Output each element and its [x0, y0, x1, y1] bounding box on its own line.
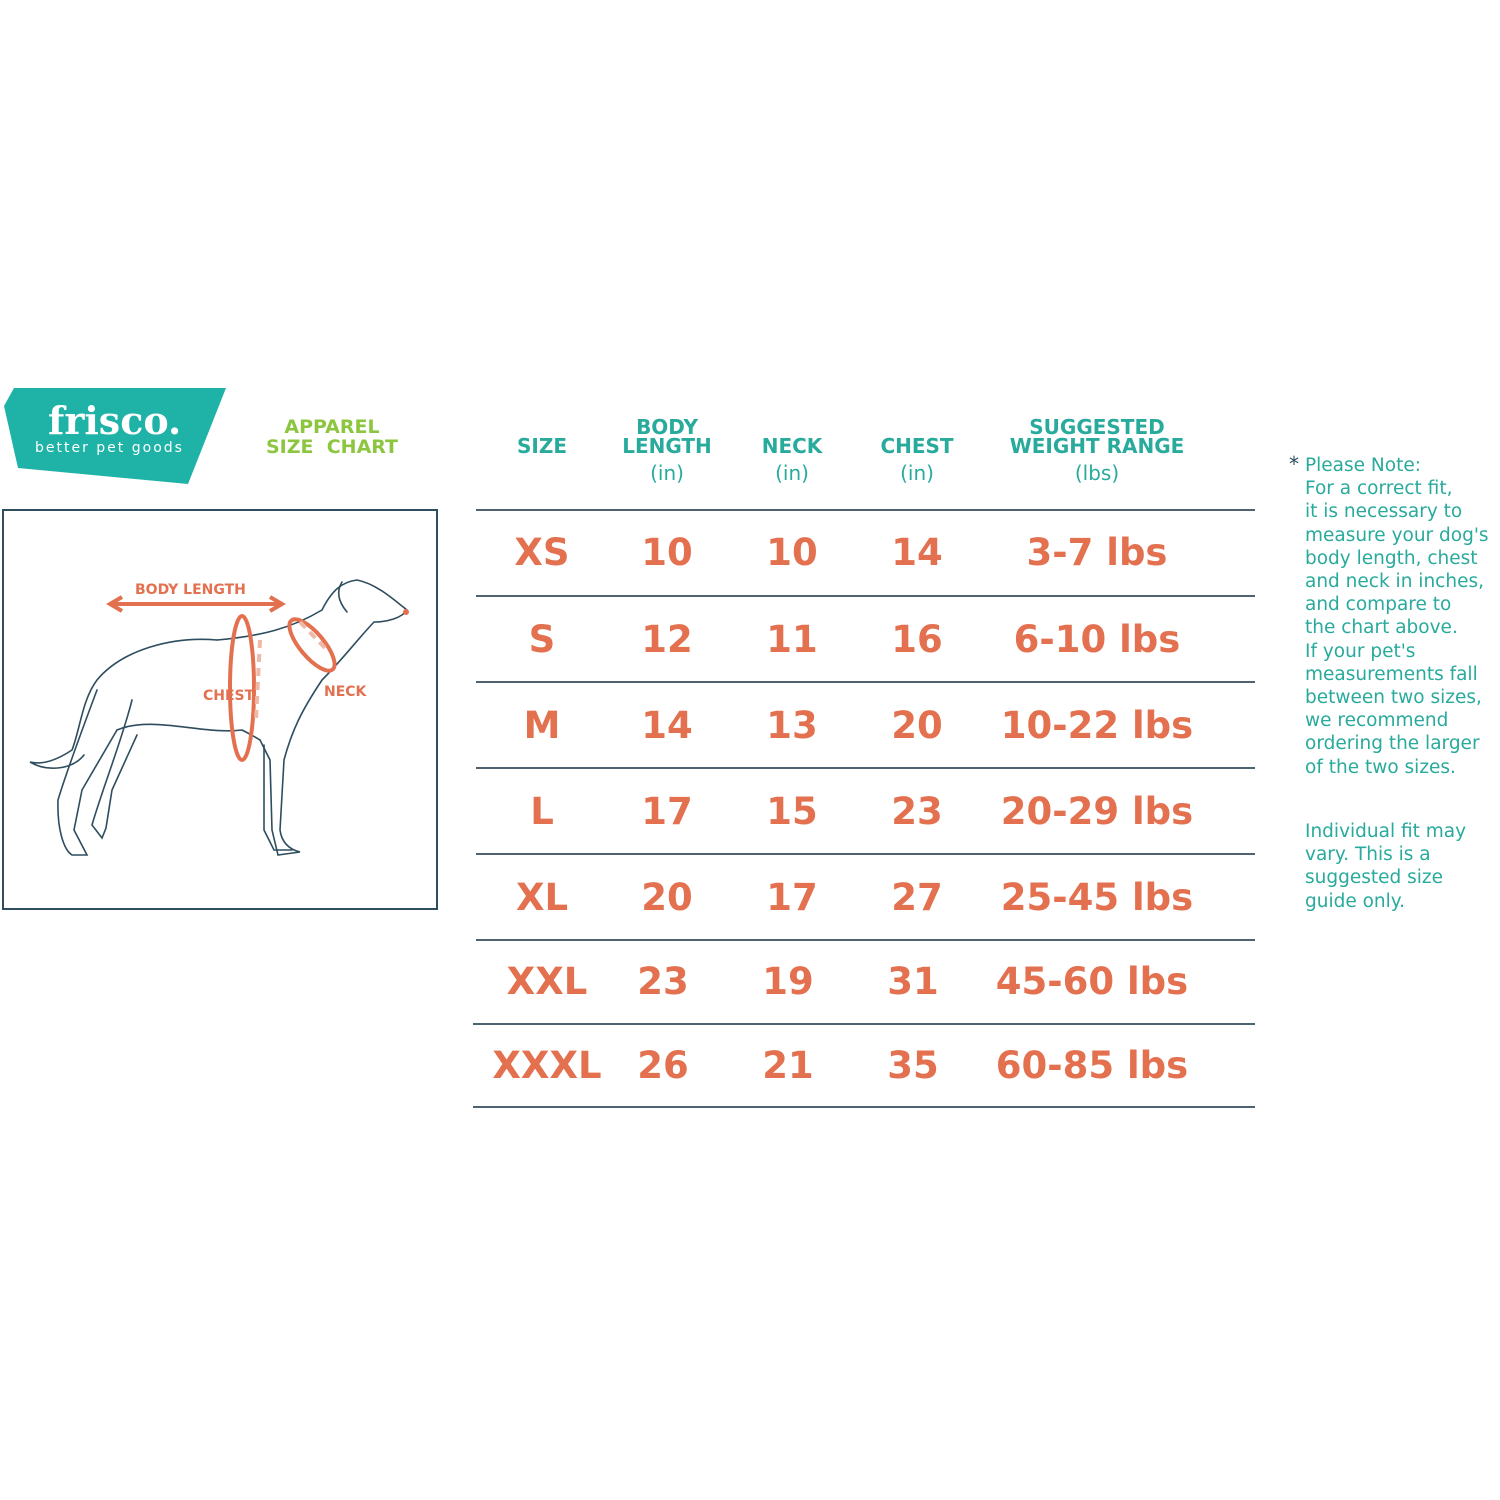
- column-header-line1: BODY: [636, 415, 698, 439]
- table-cell: 10-22 lbs: [1000, 704, 1194, 747]
- column-header-unit: (in): [650, 461, 684, 485]
- row-divider: [476, 509, 1255, 511]
- column-header-line2: WEIGHT RANGE: [1009, 434, 1185, 458]
- table-cell: 19: [762, 960, 814, 1003]
- table-cell: XXXL: [492, 1044, 602, 1087]
- column-header-unit: (in): [900, 461, 934, 485]
- table-cell: M: [523, 704, 561, 747]
- brand-name: frisco.: [48, 398, 182, 443]
- dog-illustration: BODY LENGTH CHEST NECK: [29, 579, 409, 856]
- table-cell: 16: [891, 618, 943, 661]
- row-divider: [476, 767, 1255, 769]
- note-line: guide only.: [1305, 890, 1405, 912]
- note-line: suggested size: [1305, 867, 1444, 889]
- chart-title: APPAREL SIZE CHART: [262, 417, 402, 457]
- table-cell: 17: [641, 790, 693, 833]
- asterisk: *: [1289, 452, 1299, 476]
- table-cell: 11: [766, 618, 818, 661]
- table-cell: XL: [515, 876, 569, 919]
- table-cell: 14: [891, 531, 943, 574]
- table-cell: 3-7 lbs: [1026, 531, 1168, 574]
- table-cell: 13: [766, 704, 818, 747]
- column-header-unit: (in): [775, 461, 809, 485]
- table-cell: 27: [891, 876, 943, 919]
- note-line: body length, chest: [1305, 547, 1478, 569]
- table-cell: 25-45 lbs: [1000, 876, 1194, 919]
- note-line: it is necessary to: [1305, 501, 1463, 523]
- label-body-length: BODY LENGTH: [135, 582, 246, 598]
- note-line: Individual fit may: [1305, 821, 1467, 842]
- table-cell: 23: [637, 960, 689, 1003]
- table-cell: 15: [766, 790, 818, 833]
- title-line-2: SIZE CHART: [265, 436, 399, 458]
- column-header-line2: NECK: [761, 434, 823, 458]
- fit-disclaimer: Individual fit may vary. This is a suggest…: [1305, 820, 1500, 913]
- row-divider: [476, 681, 1255, 683]
- row-divider: [476, 595, 1255, 597]
- note-line: Please Note:: [1305, 455, 1421, 476]
- table-cell: 12: [641, 618, 693, 661]
- table-cell: 17: [766, 876, 818, 919]
- note-line: between two sizes,: [1305, 687, 1482, 709]
- table-cell: 20-29 lbs: [1000, 790, 1194, 833]
- table-cell: 35: [887, 1044, 939, 1087]
- fit-note: Please Note: For a correct fit, it is nece…: [1305, 454, 1500, 779]
- label-chest: CHEST: [203, 688, 255, 704]
- row-divider: [473, 1023, 1255, 1025]
- dog-diagram: BODY LENGTH CHEST NECK: [2, 509, 438, 910]
- title-line-1: APPAREL: [284, 416, 380, 438]
- note-line: and neck in inches,: [1305, 571, 1484, 593]
- table-cell: 6-10 lbs: [1013, 618, 1181, 661]
- column-header-line2: SIZE: [516, 434, 567, 458]
- table-cell: 10: [766, 531, 818, 574]
- logo-badge: [4, 388, 226, 484]
- note-line: of the two sizes.: [1305, 756, 1456, 778]
- table-cell: 14: [641, 704, 693, 747]
- note-line: measure your dog's: [1305, 524, 1489, 546]
- table-cell: 20: [891, 704, 943, 747]
- column-header-unit: (lbs): [1074, 461, 1120, 485]
- table-cell: L: [530, 790, 554, 833]
- table-cell: 45-60 lbs: [995, 960, 1189, 1003]
- table-cell: 26: [637, 1044, 689, 1087]
- note-line: If your pet's: [1305, 640, 1416, 662]
- note-line: we recommend: [1305, 710, 1449, 732]
- table-cell: 20: [641, 876, 693, 919]
- table-cell: XXL: [506, 960, 588, 1003]
- table-cell: 31: [887, 960, 939, 1003]
- table-cell: S: [528, 618, 556, 661]
- brand-tagline: better pet goods: [35, 440, 184, 456]
- column-header-line2: LENGTH: [622, 434, 712, 458]
- row-divider: [476, 939, 1255, 941]
- note-line: and compare to: [1305, 594, 1452, 616]
- note-line: the chart above.: [1305, 617, 1458, 639]
- table-cell: 21: [762, 1044, 814, 1087]
- note-line: vary. This is a: [1305, 844, 1431, 866]
- note-line: For a correct fit,: [1305, 478, 1453, 500]
- row-divider: [476, 853, 1255, 855]
- table-cell: 23: [891, 790, 943, 833]
- table-cell: XS: [514, 531, 570, 574]
- column-header-line1: SUGGESTED: [1029, 415, 1165, 439]
- note-line: measurements fall: [1305, 663, 1478, 685]
- note-line: ordering the larger: [1305, 733, 1480, 755]
- column-header-line2: CHEST: [880, 434, 954, 458]
- table-cell: 10: [641, 531, 693, 574]
- table-cell: 60-85 lbs: [995, 1044, 1189, 1087]
- label-neck: NECK: [324, 684, 368, 700]
- row-divider: [473, 1106, 1255, 1108]
